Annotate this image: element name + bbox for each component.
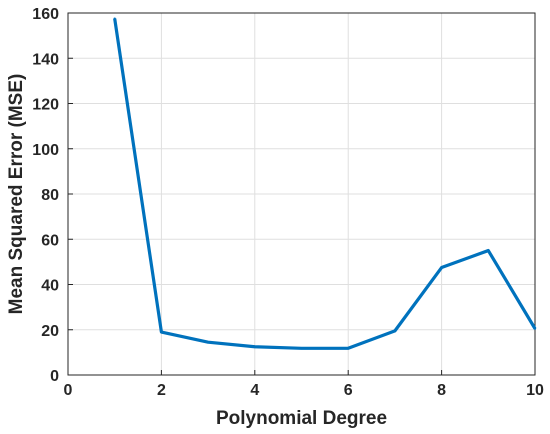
series-group [113, 17, 537, 350]
y-tick-label: 40 [41, 278, 59, 295]
data-point [253, 345, 256, 348]
y-tick-label: 140 [32, 51, 59, 68]
y-tick-label: 20 [41, 323, 59, 340]
y-tick-label: 100 [32, 142, 59, 159]
data-point [487, 249, 490, 252]
data-point [533, 327, 537, 330]
x-axis-ticks: 0 2 4 6 8 10 [64, 370, 544, 399]
data-point [393, 329, 397, 333]
y-axis-ticks: 0 20 40 60 80 100 120 140 160 [32, 6, 73, 385]
y-tick-label: 0 [50, 368, 59, 385]
x-tick-label: 6 [344, 382, 353, 399]
y-tick-label: 80 [41, 187, 59, 204]
y-grid [68, 57, 535, 331]
x-tick-label: 10 [526, 382, 544, 399]
x-tick-label: 4 [250, 382, 259, 399]
data-point [113, 17, 116, 20]
data-point [440, 266, 443, 269]
data-point [160, 330, 163, 334]
x-axis-label: Polynomial Degree [216, 408, 387, 429]
x-tick-label: 0 [64, 382, 73, 399]
y-tick-label: 60 [41, 232, 59, 249]
y-tick-label: 160 [32, 6, 59, 23]
data-point [300, 347, 303, 350]
y-axis-label: Mean Squared Error (MSE) [6, 74, 27, 315]
data-point [206, 340, 210, 344]
data-point [347, 347, 350, 350]
x-tick-label: 2 [157, 382, 166, 399]
series-line [113, 18, 537, 350]
x-tick-label: 8 [437, 382, 446, 399]
y-tick-label: 120 [32, 97, 59, 114]
